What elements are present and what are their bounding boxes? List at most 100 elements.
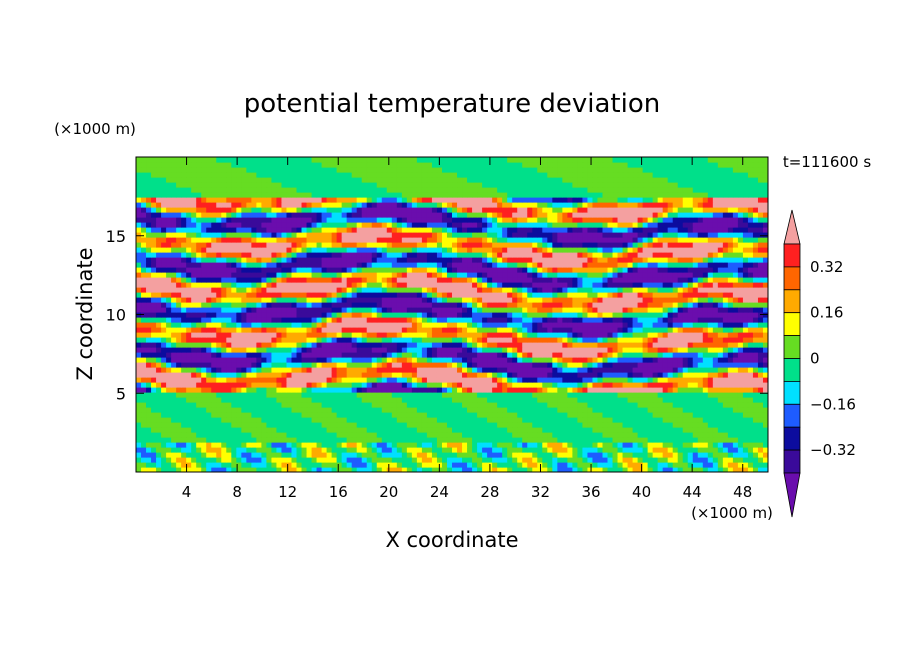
field-cell	[166, 342, 172, 348]
field-cell	[171, 432, 177, 438]
field-cell	[647, 352, 654, 358]
field-cell	[627, 287, 634, 293]
field-cell	[326, 387, 333, 393]
field-cell	[391, 272, 398, 278]
field-cell	[572, 382, 578, 388]
field-cell	[271, 277, 278, 283]
field-cell	[672, 327, 679, 333]
field-cell	[562, 357, 568, 363]
field-cell	[607, 292, 614, 298]
field-cell	[702, 432, 709, 438]
field-cell	[246, 392, 252, 398]
field-cell	[572, 362, 578, 368]
field-cell	[376, 297, 383, 303]
field-cell	[527, 447, 533, 453]
field-cell	[216, 457, 222, 463]
field-cell	[747, 317, 754, 323]
field-cell	[256, 297, 262, 303]
field-cell	[737, 277, 744, 283]
field-cell	[482, 387, 488, 393]
field-cell	[682, 282, 689, 288]
field-cell	[141, 432, 147, 438]
field-cell	[522, 282, 528, 288]
field-cell	[487, 307, 493, 313]
field-cell	[191, 357, 197, 363]
field-cell	[251, 462, 257, 468]
field-cell	[722, 412, 729, 418]
field-cell	[316, 372, 323, 378]
field-cell	[642, 437, 649, 443]
field-cell	[752, 292, 759, 298]
field-cell	[386, 287, 393, 293]
field-cell	[452, 307, 458, 313]
field-cell	[226, 377, 232, 383]
field-cell	[301, 352, 308, 358]
field-cell	[406, 422, 413, 428]
field-cell	[552, 297, 558, 303]
field-cell	[201, 432, 207, 438]
field-cell	[742, 337, 749, 343]
field-cell	[281, 372, 288, 378]
field-cell	[331, 392, 338, 398]
field-cell	[622, 462, 629, 468]
field-cell	[747, 412, 754, 418]
field-cell	[687, 362, 694, 368]
field-cell	[647, 382, 654, 388]
field-cell	[502, 462, 508, 468]
field-cell	[211, 372, 217, 378]
field-cell	[617, 392, 624, 398]
field-cell	[191, 422, 197, 428]
field-cell	[517, 302, 523, 308]
field-cell	[331, 397, 338, 403]
field-cell	[176, 417, 182, 423]
field-cell	[582, 357, 589, 363]
field-cell	[146, 462, 152, 468]
field-cell	[256, 447, 262, 453]
field-cell	[136, 352, 142, 358]
field-cell	[517, 327, 523, 333]
field-cell	[201, 352, 207, 358]
field-cell	[436, 347, 443, 353]
field-cell	[416, 412, 423, 418]
field-cell	[492, 342, 498, 348]
field-cell	[472, 392, 478, 398]
field-cell	[572, 387, 578, 393]
field-cell	[391, 292, 398, 298]
field-cell	[191, 447, 197, 453]
field-cell	[426, 317, 433, 323]
field-cell	[537, 332, 543, 338]
field-cell	[371, 322, 378, 328]
field-cell	[547, 282, 553, 288]
field-cell	[241, 447, 247, 453]
field-cell	[462, 432, 468, 438]
field-cell	[502, 282, 508, 288]
field-cell	[311, 362, 318, 368]
field-cell	[682, 462, 689, 468]
field-cell	[446, 342, 453, 348]
field-cell	[512, 432, 518, 438]
field-cell	[271, 312, 278, 318]
field-cell	[737, 342, 744, 348]
field-cell	[537, 442, 543, 448]
field-cell	[482, 422, 488, 428]
field-cell	[341, 457, 348, 463]
field-cell	[156, 397, 162, 403]
field-cell	[156, 297, 162, 303]
field-cell	[231, 387, 237, 393]
field-cell	[582, 367, 589, 373]
field-cell	[396, 332, 403, 338]
field-cell	[326, 447, 333, 453]
field-cell	[682, 387, 689, 393]
field-cell	[331, 442, 338, 448]
field-cell	[206, 422, 212, 428]
field-cell	[557, 442, 563, 448]
field-cell	[426, 412, 433, 418]
field-cell	[632, 462, 639, 468]
field-cell	[622, 337, 629, 343]
field-cell	[426, 387, 433, 393]
field-cell	[587, 292, 594, 298]
field-cell	[331, 302, 338, 308]
field-cell	[196, 382, 202, 388]
field-cell	[572, 322, 578, 328]
field-cell	[632, 397, 639, 403]
